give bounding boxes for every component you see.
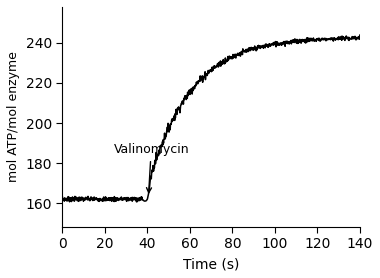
Y-axis label: mol ATP/mol enzyme: mol ATP/mol enzyme (7, 52, 20, 182)
Text: Valinomycin: Valinomycin (113, 143, 189, 193)
X-axis label: Time (s): Time (s) (183, 257, 239, 271)
